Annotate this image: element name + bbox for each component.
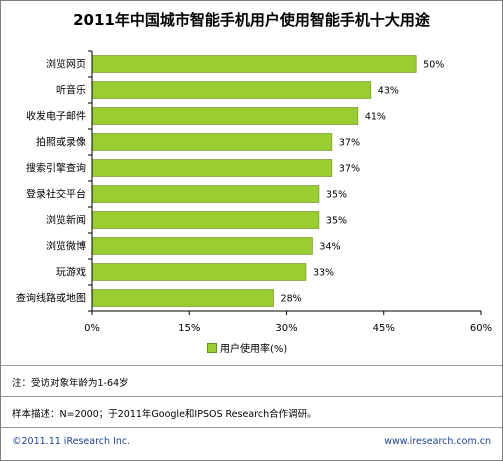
value-label: 37% (339, 164, 360, 175)
bar (91, 55, 417, 73)
bar (91, 107, 359, 125)
legend: 用户使用率(%) (207, 340, 287, 355)
bar (91, 289, 274, 307)
divider (1, 396, 502, 397)
value-label: 50% (423, 60, 444, 71)
value-label: 34% (319, 242, 340, 253)
x-tick-label: 0% (84, 323, 100, 334)
bar (91, 133, 333, 151)
category-label: 收发电子邮件 (26, 110, 86, 123)
x-tick-label: 30% (275, 323, 297, 334)
category-label: 搜索引擎查询 (26, 162, 86, 175)
category-label: 浏览新闻 (46, 214, 86, 227)
category-label: 浏览微博 (46, 240, 86, 253)
category-label: 浏览网页 (46, 58, 86, 71)
value-label: 33% (313, 268, 334, 279)
bar (91, 185, 320, 203)
copyright: ©2011.11 iResearch Inc. (12, 436, 131, 447)
value-label: 35% (326, 190, 347, 201)
divider (1, 427, 502, 428)
bar (91, 263, 307, 281)
category-label: 玩游戏 (56, 266, 86, 279)
value-label: 35% (326, 216, 347, 227)
value-label: 41% (365, 112, 386, 123)
bar (91, 81, 372, 99)
footnote: 注：受访对象年龄为1-64岁 (12, 378, 129, 389)
x-tick-label: 45% (373, 323, 395, 334)
x-tick-label: 15% (178, 323, 200, 334)
sample-description: 样本描述：N=2000；于2011年Google和IPSOS Research合… (12, 409, 317, 420)
category-label: 登录社交平台 (26, 188, 86, 201)
bar-chart: 浏览网页听音乐收发电子邮件拍照或录像搜索引擎查询登录社交平台浏览新闻浏览微博玩游… (16, 50, 492, 334)
bar (91, 237, 313, 255)
value-label: 28% (281, 294, 302, 305)
category-label: 听音乐 (56, 84, 86, 97)
value-label: 43% (378, 86, 399, 97)
legend-label: 用户使用率(%) (220, 344, 288, 355)
divider (1, 365, 502, 366)
bar (91, 159, 333, 177)
value-label: 37% (339, 138, 360, 149)
website: www.iresearch.com.cn (384, 436, 491, 447)
x-tick-label: 60% (470, 323, 492, 334)
category-label: 拍照或录像 (36, 136, 86, 149)
legend-swatch (207, 342, 217, 353)
chart-title: 2011年中国城市智能手机用户使用智能手机十大用途 (73, 11, 430, 29)
category-label: 查询线路或地图 (16, 292, 86, 305)
bar (91, 211, 320, 229)
